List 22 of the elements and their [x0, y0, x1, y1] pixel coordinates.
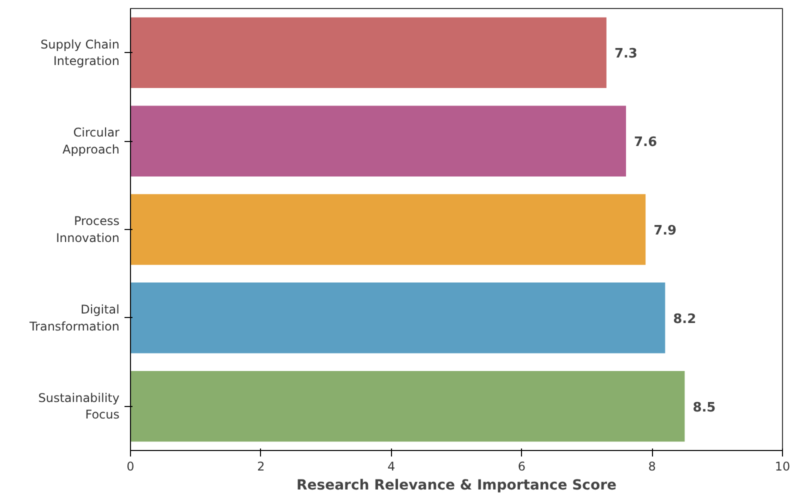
y-tick-label: Circular Approach	[62, 126, 120, 156]
y-tick-label: Digital Transformation	[28, 302, 120, 334]
x-tick-label: 0	[126, 460, 134, 474]
bar	[130, 106, 626, 176]
data-label: 8.2	[673, 312, 696, 327]
data-label: 8.5	[692, 400, 716, 416]
x-tick-label: 10	[774, 460, 790, 474]
bar	[130, 194, 646, 265]
x-axis-title: Research Relevance & Importance Score	[296, 478, 616, 494]
data-label: 7.3	[614, 46, 638, 62]
bar	[130, 282, 666, 354]
bar	[130, 370, 685, 442]
y-tick-label: Supply Chain Integration	[40, 37, 120, 68]
x-tick-label: 4	[387, 460, 396, 474]
x-tick-label: 6	[518, 460, 526, 474]
bar	[130, 17, 606, 88]
data-label: 7.6	[634, 135, 658, 150]
data-label: 7.9	[654, 224, 677, 238]
y-tick-label: Process Innovation	[56, 214, 120, 245]
y-tick-label: Sustainability Focus	[38, 390, 120, 422]
x-tick-label: 8	[648, 460, 656, 474]
x-tick-label: 2	[257, 460, 265, 474]
